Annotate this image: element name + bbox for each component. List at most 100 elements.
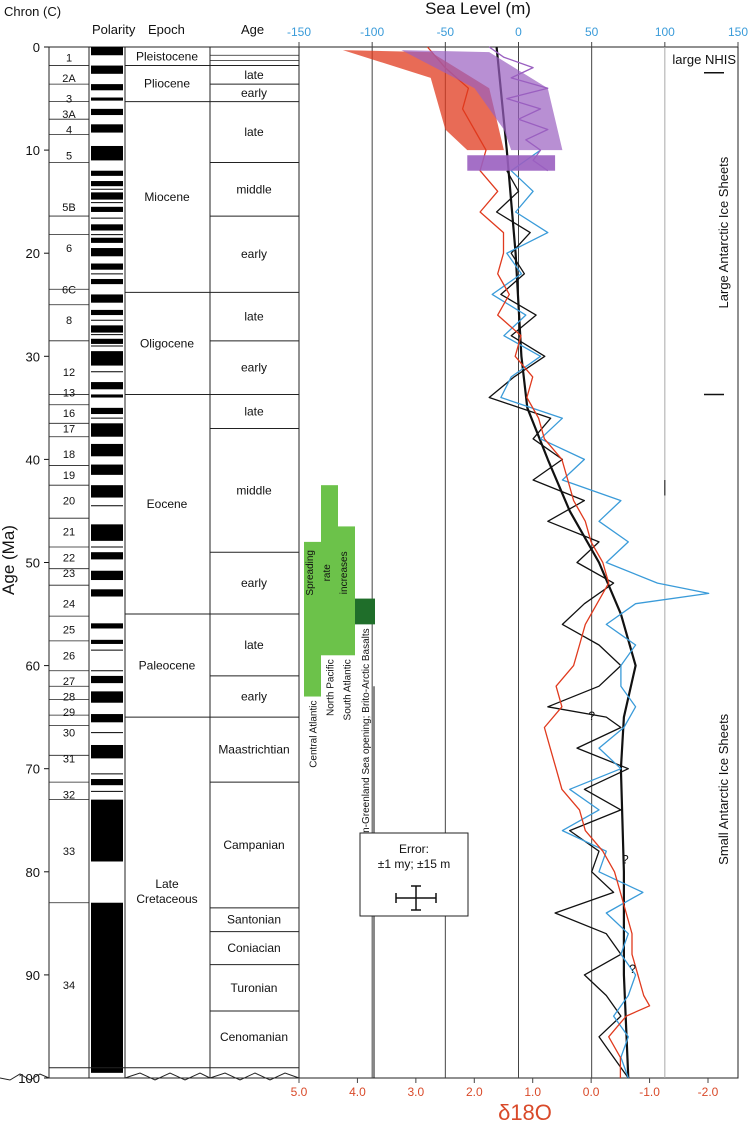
polarity-normal-band xyxy=(91,294,123,303)
series-line xyxy=(491,149,710,1079)
series-line xyxy=(488,170,629,1079)
chron-label: 4 xyxy=(66,124,72,136)
sea-level-axis-title: Sea Level (m) xyxy=(425,0,531,18)
chron-label: 6C xyxy=(62,284,76,296)
chron-label: 34 xyxy=(63,980,75,992)
polarity-normal-band xyxy=(91,714,123,723)
chron-label: 30 xyxy=(63,728,75,740)
basin-label: Norwegian-Greenland Sea opening; Brito-A… xyxy=(361,628,372,875)
epoch-label: Paleocene xyxy=(139,659,196,673)
basin-label: South Atlantic xyxy=(343,659,354,720)
chron-label: 32 xyxy=(63,789,75,801)
sea-level-tick-label: -150 xyxy=(287,25,311,39)
chron-label: 19 xyxy=(63,470,75,482)
chron-label: 1 xyxy=(66,52,72,64)
small-antarctic-label: Small Antarctic Ice Sheets xyxy=(716,713,731,865)
chron-label: 2A xyxy=(62,73,76,85)
error-box: Error: ±1 my; ±15 m xyxy=(359,832,469,917)
d18o-tick-label: -1.0 xyxy=(639,1085,660,1099)
polarity-normal-band xyxy=(91,485,123,498)
stage-label: Turonian xyxy=(231,981,278,995)
sea-level-tick-label: -50 xyxy=(437,25,455,39)
purple-band-bar xyxy=(467,155,556,171)
spreading-text: increases xyxy=(339,551,350,594)
polarity-normal-band xyxy=(91,145,123,161)
stage-label: early xyxy=(241,361,267,375)
polarity-normal-band xyxy=(91,192,123,200)
sea-level-tick-label: 150 xyxy=(728,25,748,39)
polarity-normal-band xyxy=(91,309,123,316)
polarity-normal-band xyxy=(91,639,123,644)
chron-label: 20 xyxy=(63,496,75,508)
polarity-normal-band xyxy=(91,382,123,390)
stage-label: late xyxy=(244,125,264,139)
chron-label: 24 xyxy=(63,599,75,611)
stage-label: Campanian xyxy=(223,838,284,852)
polarity-normal-band xyxy=(91,902,123,1073)
chron-header: Chron (C) xyxy=(4,4,61,19)
spreading-text: Spreading xyxy=(305,550,316,596)
polarity-normal-band xyxy=(91,108,123,116)
polarity-normal-band xyxy=(91,278,123,285)
polarity-normal-band xyxy=(91,443,123,457)
epoch-label: Oligocene xyxy=(140,336,194,350)
chron-label: 23 xyxy=(63,568,75,580)
age-tick-label: 50 xyxy=(26,556,40,571)
chron-label: 26 xyxy=(63,650,75,662)
age-tick-label: 30 xyxy=(26,349,40,364)
polarity-normal-band xyxy=(91,799,123,862)
polarity-normal-band xyxy=(91,552,123,560)
chron-label: 5B xyxy=(62,202,75,214)
spreading-bar xyxy=(304,541,321,697)
chron-label: 21 xyxy=(63,527,75,539)
chron-label: 13 xyxy=(63,387,75,399)
epoch-header: Epoch xyxy=(148,22,185,37)
age-tick-label: 70 xyxy=(26,762,40,777)
error-values: ±1 my; ±15 m xyxy=(378,857,451,871)
d18o-axis-title: δ18O xyxy=(498,1100,552,1125)
question-mark: ? xyxy=(622,853,629,867)
polarity-normal-band xyxy=(91,65,123,74)
epoch-label: Pliocene xyxy=(144,77,190,91)
d18o-tick-label: 1.0 xyxy=(524,1085,541,1099)
polarity-normal-band xyxy=(91,206,123,212)
age-tick-label: 20 xyxy=(26,246,40,261)
polarity-normal-band xyxy=(91,570,123,581)
polarity-normal-band xyxy=(91,623,123,629)
polarity-header: Polarity xyxy=(92,22,136,37)
large-antarctic-label: Large Antarctic Ice Sheets xyxy=(716,156,731,308)
chron-label: 3A xyxy=(62,109,76,121)
series-line xyxy=(495,46,637,1079)
spreading-bar xyxy=(338,526,355,656)
chron-label: 16 xyxy=(63,408,75,420)
stage-label: middle xyxy=(236,182,272,196)
age-axis: 0 10 20 30 40 50 60 70 80 90 100 xyxy=(18,40,49,1086)
polarity-normal-band xyxy=(91,744,123,759)
basin-label: North Pacific xyxy=(326,659,337,716)
d18o-tick-label: 2.0 xyxy=(466,1085,483,1099)
d18o-tick-label: 0.0 xyxy=(583,1085,600,1099)
polarity-normal-band xyxy=(91,325,123,333)
chron-label: 31 xyxy=(63,753,75,765)
epoch-label: Miocene xyxy=(144,190,190,204)
polarity-normal-band xyxy=(91,97,123,101)
polarity-normal-band xyxy=(91,263,123,270)
stage-label: Coniacian xyxy=(227,941,280,955)
age-tick-label: 10 xyxy=(26,143,40,158)
epoch-label: Late xyxy=(155,877,179,891)
polarity-normal-band xyxy=(91,464,123,475)
chron-label: 33 xyxy=(63,846,75,858)
stage-label: late xyxy=(244,638,264,652)
polarity-normal-band xyxy=(91,237,123,243)
chron-label: 29 xyxy=(63,707,75,719)
purple-band-fill xyxy=(401,50,563,151)
stage-label: early xyxy=(241,576,267,590)
d18o-tick-label: 3.0 xyxy=(408,1085,425,1099)
epoch-label: Pleistocene xyxy=(136,49,198,63)
spreading-rate-bars: Central Atlantic North Pacific South Atlan… xyxy=(304,485,375,1078)
sea-level-tick-label: 50 xyxy=(585,25,599,39)
chron-label: 25 xyxy=(63,625,75,637)
plot-frame: -150 -100 -50 0 50 100 150 5.0 4.0 3.0 2.0 1.0 0.0 -1… xyxy=(287,25,748,1099)
data-series xyxy=(342,46,710,1079)
age-tick-label: 90 xyxy=(26,968,40,983)
